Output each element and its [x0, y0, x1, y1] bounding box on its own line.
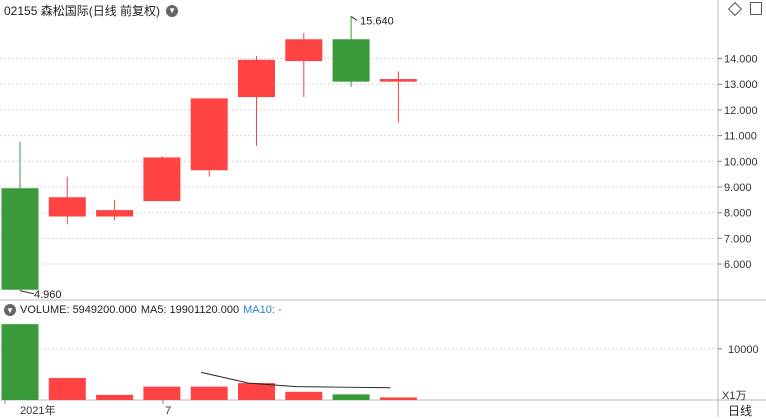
volume-ma-line [201, 371, 391, 389]
candle-body [285, 39, 323, 62]
candle-body [143, 157, 181, 202]
price-tick-label: 9.000 [724, 182, 752, 194]
x-axis-label: 2021年 [20, 403, 55, 417]
volume-unit: X1万 [722, 390, 747, 402]
window-controls [727, 1, 762, 16]
high-annotation: 15.640 [360, 15, 394, 27]
diamond-icon[interactable] [727, 1, 743, 16]
chart-title: 02155 森松国际(日线 前复权) [4, 4, 161, 18]
volume-bar [96, 394, 134, 400]
candle-body [96, 210, 134, 217]
volume-value: VOLUME: 5949200.000 [20, 304, 137, 316]
volume-bar [285, 391, 323, 400]
chevron-down-icon[interactable]: ▼ [4, 304, 16, 316]
ma5-value: MA5: 19901120.000 [140, 304, 240, 316]
price-tick-label: 10.000 [724, 156, 758, 168]
price-tick-label: 7.000 [724, 233, 752, 245]
volume-bar [1, 324, 39, 400]
volume-bar [143, 386, 181, 400]
candle-body [238, 59, 275, 98]
period-label[interactable]: 日线 [728, 404, 753, 418]
volume-bar [48, 377, 86, 400]
annotation-leader [19, 290, 35, 295]
x-axis-label: 7 [165, 405, 171, 417]
volume-bar [190, 386, 228, 400]
volume-bar [238, 383, 275, 400]
candle-body [332, 39, 370, 82]
volume-bar [332, 394, 370, 400]
candle-body [190, 98, 228, 171]
annotation-leader [350, 15, 358, 21]
chart-header: 02155 森松国际(日线 前复权) ▼ [4, 2, 179, 19]
price-tick-label: 11.000 [724, 131, 757, 143]
price-tick-label: 13.000 [724, 79, 758, 91]
window-restore-icon[interactable] [750, 2, 762, 15]
ma10-value: MA10: - [243, 304, 282, 316]
price-tick-label: 14.000 [724, 54, 758, 66]
price-tick-label: 8.000 [724, 208, 752, 220]
volume-bar [379, 397, 417, 400]
low-annotation: 4.960 [34, 289, 62, 301]
volume-tick-label: 10000 [728, 344, 759, 356]
candle-body [1, 188, 39, 290]
price-tick-label: 6.000 [724, 259, 752, 271]
chevron-down-icon[interactable]: ▼ [166, 4, 179, 17]
volume-header: ▼ VOLUME: 5949200.000 MA5: 19901120.000 … [4, 304, 282, 316]
candle-body [48, 197, 86, 217]
price-tick-label: 12.000 [724, 105, 758, 117]
candle-body [379, 79, 417, 82]
